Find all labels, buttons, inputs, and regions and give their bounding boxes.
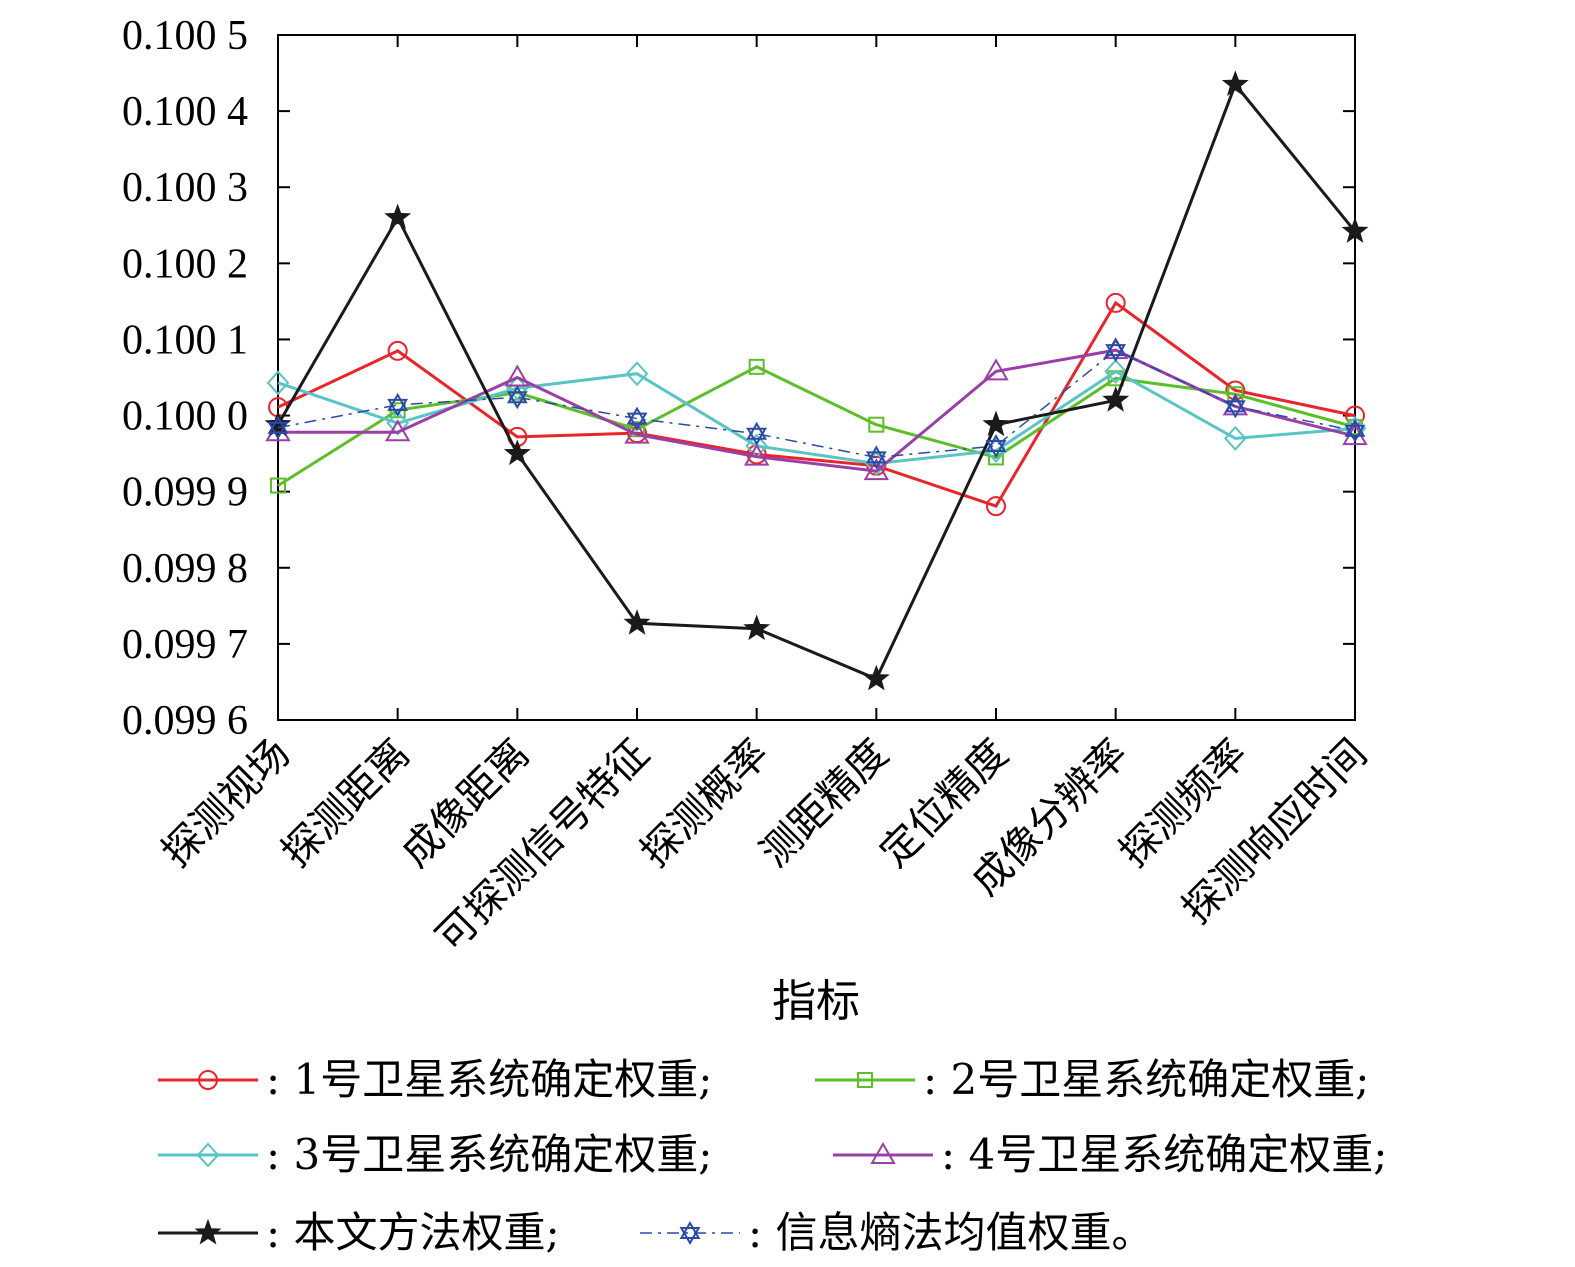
data-point: [384, 203, 412, 230]
legend-item: : 本文方法权重;: [158, 1208, 560, 1257]
data-point: [985, 434, 1007, 458]
data-point: [384, 419, 411, 442]
legend-label: : 3号卫星系统确定权重;: [266, 1130, 712, 1179]
legend-label: : 1号卫星系统确定权重;: [266, 1055, 712, 1104]
plot-frame: [277, 34, 1356, 721]
y-tick-label: 0.099 9: [122, 470, 248, 516]
legend-marker: [870, 1142, 896, 1164]
legend: : 1号卫星系统确定权重; : 2号卫星系统确定权重; : 3号卫星系统确定权重;:…: [158, 1055, 1387, 1257]
legend-label: : 本文方法权重;: [266, 1208, 560, 1257]
x-tick-label: 可探测信号特征: [428, 731, 659, 962]
y-tick-label: 0.100 5: [122, 13, 248, 59]
series-line: [277, 349, 1356, 459]
data-point: [505, 375, 529, 401]
x-axis-title: 指标: [772, 976, 860, 1027]
data-point: [1105, 292, 1126, 313]
y-tick-label: 0.099 8: [122, 546, 248, 592]
y-tick-label: 0.100 4: [122, 89, 248, 135]
data-point: [743, 443, 770, 466]
data-point: [982, 410, 1010, 437]
legend-item: : 信息熵法均值权重。: [640, 1208, 1154, 1257]
data-point: [868, 416, 885, 433]
data-point: [1342, 423, 1368, 446]
data-point: [387, 340, 408, 361]
y-tick-labels: 0.099 6 0.099 7 0.099 8 0.099 9 0.100 0 0.100…: [122, 13, 248, 744]
legend-item: : 1号卫星系统确定权重;: [158, 1055, 712, 1104]
data-point: [267, 415, 289, 440]
legend-label: : 信息熵法均值权重。: [748, 1208, 1154, 1257]
legend-marker: [196, 1142, 220, 1168]
data-point: [986, 496, 1006, 517]
data-point: [626, 406, 648, 431]
data-point: [270, 477, 286, 494]
x-tick-labels: 探测视场探测距离成像距离可探测信号特征探测概率测距精度定位精度成像分辨率探测频率…: [153, 731, 1376, 962]
data-point: [983, 358, 1009, 381]
data-point: [743, 614, 771, 641]
series-line: [277, 365, 1356, 487]
y-tick-label: 0.099 6: [122, 698, 248, 744]
legend-label: : 2号卫星系统确定权重;: [923, 1055, 1369, 1104]
x-tick-label: 探测视场: [153, 731, 299, 877]
series-2: [270, 358, 1363, 494]
series-line: [277, 300, 1356, 508]
series-line: [276, 81, 1357, 681]
legend-marker: [198, 1070, 218, 1090]
y-tick-label: 0.100 3: [122, 165, 248, 211]
data-point: [1104, 358, 1128, 384]
data-point: [748, 358, 765, 375]
data-point: [1341, 217, 1369, 243]
legend-marker: [194, 1218, 222, 1245]
data-point: [1105, 338, 1127, 363]
data-point: [387, 392, 409, 417]
legend-label: : 4号卫星系统确定权重;: [941, 1130, 1387, 1179]
series-layer: [264, 70, 1369, 691]
series-6: [267, 338, 1366, 470]
x-tick-label: 探测距离: [273, 731, 419, 877]
tick-marks: [277, 34, 1356, 721]
data-point: [1225, 380, 1246, 401]
data-point: [386, 410, 410, 436]
series-5: [264, 70, 1369, 691]
data-point: [503, 439, 531, 466]
x-tick-label: 测距精度: [752, 731, 898, 877]
data-point: [1344, 418, 1366, 443]
data-point: [863, 458, 890, 481]
legend-item: : 4号卫星系统确定权重;: [833, 1130, 1387, 1179]
legend-item: : 3号卫星系统确定权重;: [158, 1130, 712, 1179]
legend-marker: [679, 1221, 701, 1245]
legend-marker: [857, 1072, 873, 1088]
data-point: [1221, 70, 1249, 96]
data-point: [865, 445, 887, 470]
data-point: [1224, 394, 1246, 419]
y-tick-label: 0.100 0: [122, 394, 248, 440]
y-tick-label: 0.099 7: [122, 622, 248, 668]
legend-item: : 2号卫星系统确定权重;: [815, 1055, 1369, 1104]
data-point: [625, 361, 649, 387]
data-point: [266, 370, 290, 396]
data-point: [1102, 386, 1130, 412]
series-4: [265, 337, 1368, 481]
data-point: [624, 421, 650, 444]
y-tick-label: 0.100 1: [122, 317, 248, 363]
y-tick-label: 0.100 2: [122, 241, 248, 287]
data-point: [1223, 425, 1247, 451]
x-tick-label: 探测概率: [632, 731, 778, 877]
data-point: [506, 385, 528, 410]
data-point: [746, 421, 768, 446]
data-point: [862, 664, 890, 691]
data-point: [623, 609, 651, 635]
